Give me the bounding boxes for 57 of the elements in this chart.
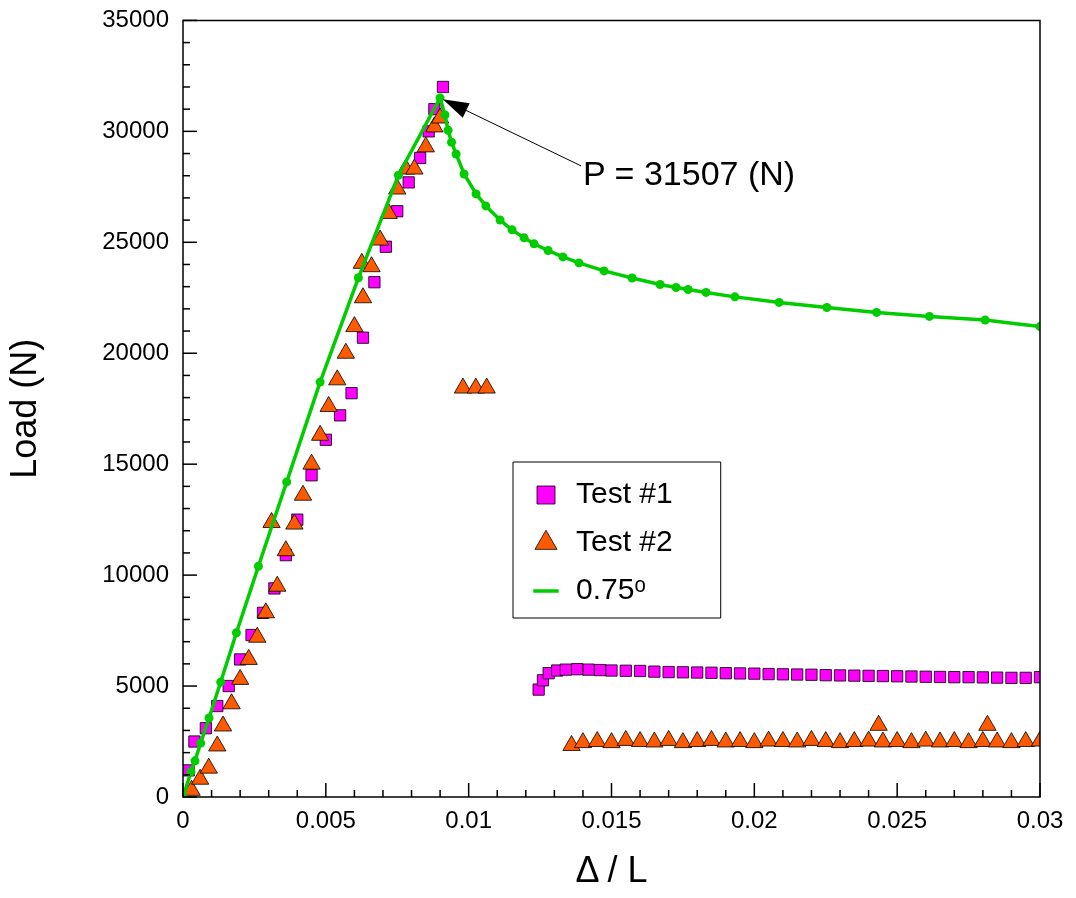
x-tick-label: 0.015 [581, 806, 642, 834]
point [599, 266, 609, 276]
point [558, 252, 568, 262]
point [190, 756, 200, 766]
point [774, 297, 784, 307]
point [519, 233, 529, 243]
x-tick-label: 0.005 [295, 806, 356, 834]
point [451, 149, 461, 159]
point [507, 225, 517, 235]
point [701, 287, 711, 297]
point [495, 215, 505, 225]
x-tick-label: 0.02 [730, 806, 778, 834]
y-tick-label: 30000 [102, 115, 169, 143]
y-tick-label: 15000 [102, 448, 169, 476]
point [353, 273, 363, 283]
point [980, 315, 990, 325]
point [481, 201, 491, 211]
point [447, 137, 457, 147]
y-tick-label: 0 [155, 781, 169, 809]
y-tick-label: 20000 [102, 337, 169, 365]
point [204, 713, 214, 723]
point [655, 279, 665, 289]
annotation: P = 31507 (N) [583, 154, 796, 193]
point [471, 189, 481, 199]
point [282, 477, 292, 487]
legend-label: 0.75ᵒ [576, 572, 646, 606]
x-axis-title: Δ / L [575, 849, 648, 891]
point [671, 283, 681, 293]
point [683, 285, 693, 295]
y-tick-label: 25000 [102, 226, 169, 254]
point [231, 628, 241, 638]
point [924, 311, 934, 321]
legend-label: Test #2 [576, 524, 673, 558]
point [529, 239, 539, 249]
point [872, 307, 882, 317]
point [216, 677, 226, 687]
point [315, 377, 325, 387]
point [543, 246, 553, 255]
y-tick-label: 35000 [102, 5, 169, 33]
y-axis-title: Load (N) [2, 338, 44, 479]
x-tick-label: 0.03 [1016, 806, 1064, 834]
x-tick-label: 0.025 [867, 806, 928, 834]
point [196, 738, 206, 748]
point [253, 561, 263, 571]
legend-label: Test #1 [576, 476, 673, 510]
point [393, 170, 403, 180]
point [574, 258, 584, 268]
x-tick-label: 0 [176, 806, 190, 834]
point [822, 303, 832, 313]
y-tick-label: 10000 [102, 559, 169, 587]
x-tick-label: 0.01 [445, 806, 493, 834]
point [443, 125, 453, 135]
y-tick-label: 5000 [115, 670, 169, 698]
point [627, 273, 637, 283]
point [459, 169, 469, 179]
point [435, 93, 445, 103]
point [730, 292, 740, 302]
